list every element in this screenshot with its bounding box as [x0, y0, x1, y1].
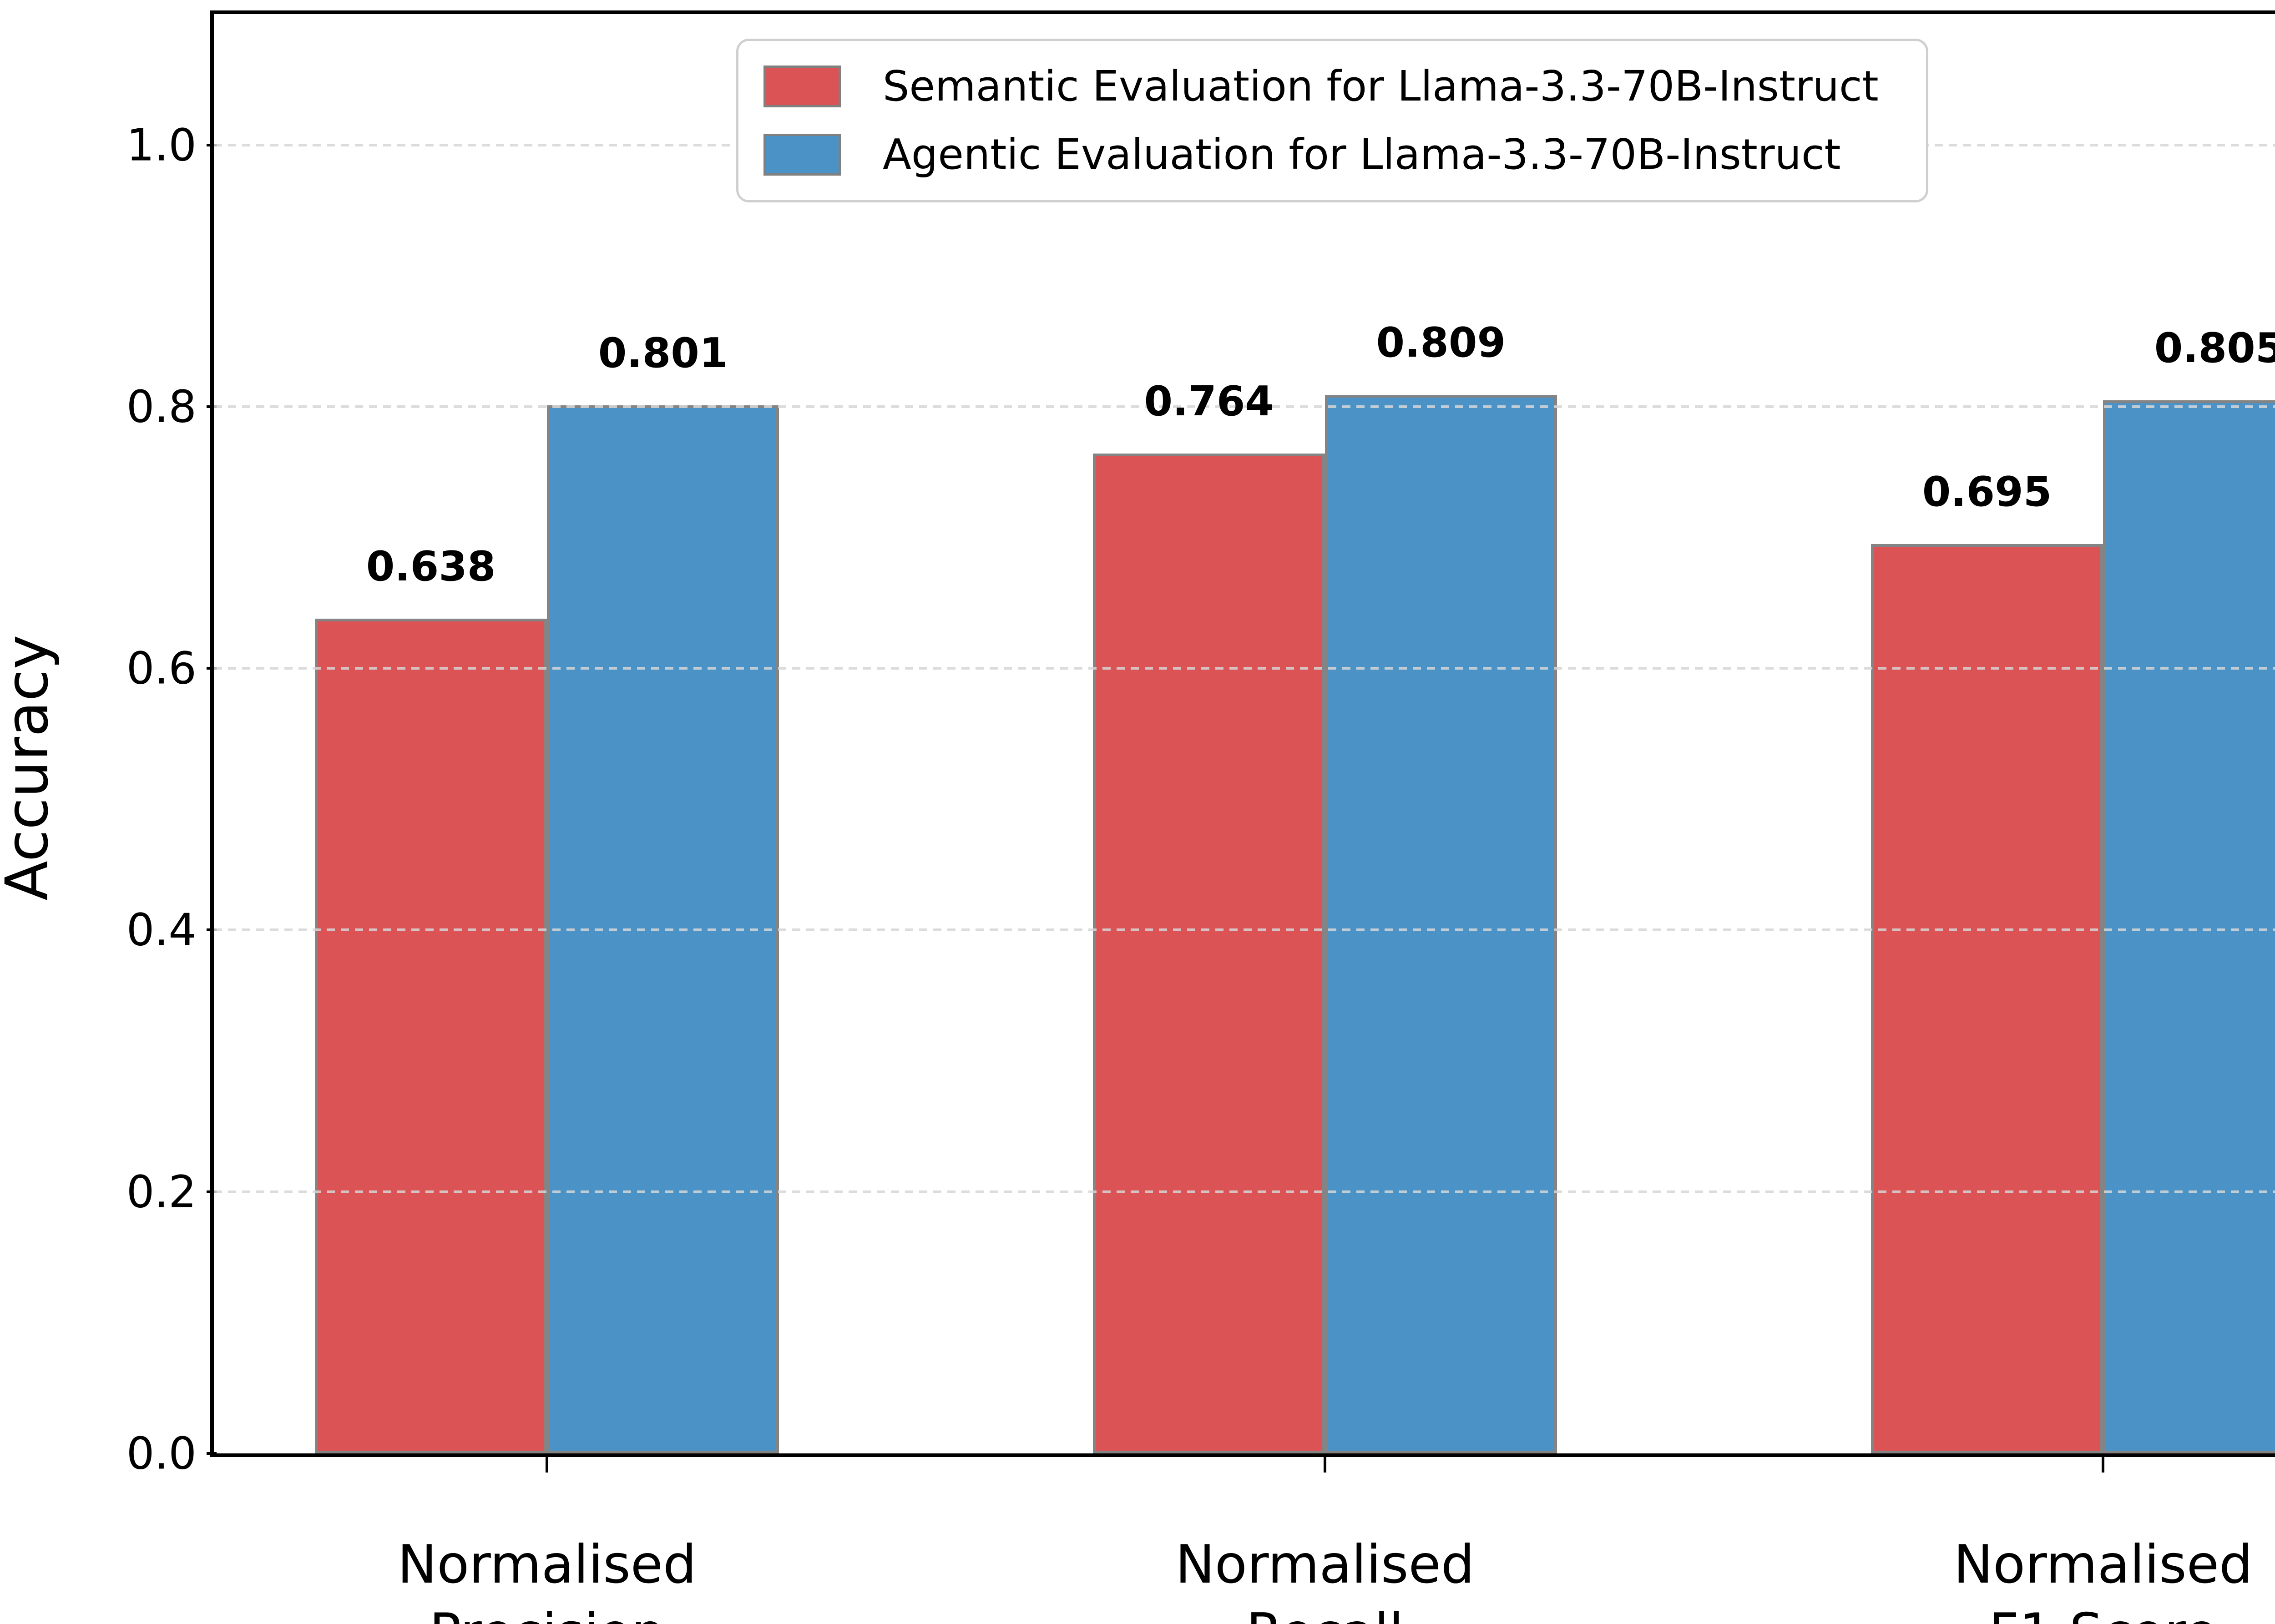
- legend-label: Semantic Evaluation for Llama-3.3-70B-In…: [883, 62, 1879, 111]
- gridline-0.4: [214, 928, 2275, 932]
- legend-item-agentic: Agentic Evaluation for Llama-3.3-70B-Ins…: [763, 132, 1901, 177]
- x-category-label-line: Recall: [1175, 1599, 1474, 1624]
- bar-value-label: 0.809: [1376, 319, 1506, 367]
- bar-value-label: 0.695: [1922, 468, 2052, 516]
- y-tick-label: 0.4: [126, 904, 197, 956]
- gridline-0.6: [214, 667, 2275, 670]
- bar-semantic-0: [315, 618, 547, 1453]
- y-tick-label: 1.0: [126, 119, 197, 171]
- bar-semantic-2: [1871, 544, 2103, 1453]
- bar-value-label: 0.801: [598, 329, 728, 378]
- x-category-label-line: Normalised: [397, 1534, 697, 1595]
- x-category-label-0: Normalised Precision: [397, 1531, 696, 1624]
- bar-semantic-1: [1092, 454, 1325, 1453]
- bar-value-label: 0.764: [1144, 378, 1274, 426]
- plot-area: 0.638 0.764 0.695 0.801 0.809 0.805: [210, 10, 2275, 1457]
- x-category-label-line: Precision: [397, 1599, 696, 1624]
- x-category-label-1: Normalised Recall: [1175, 1531, 1474, 1624]
- y-axis-label: Accuracy: [0, 635, 61, 901]
- gridline-0.8: [214, 405, 2275, 408]
- y-tick-mark-0.4: [207, 928, 217, 932]
- bar-value-label: 0.805: [2154, 324, 2275, 372]
- y-tick-label: 0.8: [126, 381, 197, 433]
- y-tick-label: 0.0: [126, 1427, 197, 1479]
- x-category-label-2: Normalised F1 Score: [1953, 1531, 2252, 1624]
- y-tick-label: 0.2: [126, 1166, 197, 1218]
- legend-swatch-icon: [763, 66, 841, 107]
- x-tick-mark-1: [1323, 1457, 1326, 1473]
- legend-swatch-icon: [763, 134, 841, 176]
- gridline-0.2: [214, 1190, 2275, 1193]
- bar-value-label: 0.638: [366, 542, 496, 590]
- y-tick-mark-1.0: [207, 143, 217, 146]
- legend-item-semantic: Semantic Evaluation for Llama-3.3-70B-In…: [763, 64, 1901, 109]
- legend-label: Agentic Evaluation for Llama-3.3-70B-Ins…: [883, 130, 1841, 179]
- y-tick-mark-0.6: [207, 667, 217, 670]
- bar-agentic-2: [2103, 400, 2275, 1453]
- plot-inner: 0.638 0.764 0.695 0.801 0.809 0.805: [214, 14, 2275, 1453]
- x-category-label-line: F1 Score: [1953, 1599, 2252, 1624]
- legend: Semantic Evaluation for Llama-3.3-70B-In…: [736, 39, 1928, 202]
- y-tick-label: 0.6: [126, 642, 197, 694]
- y-tick-mark-0.8: [207, 405, 217, 408]
- x-tick-mark-2: [2102, 1457, 2105, 1473]
- x-category-label-line: Normalised: [1953, 1534, 2253, 1595]
- y-tick-mark-0.0: [207, 1452, 217, 1455]
- x-tick-mark-0: [546, 1457, 549, 1473]
- x-category-label-line: Normalised: [1175, 1534, 1475, 1595]
- y-tick-mark-0.2: [207, 1190, 217, 1193]
- bar-agentic-1: [1325, 395, 1557, 1453]
